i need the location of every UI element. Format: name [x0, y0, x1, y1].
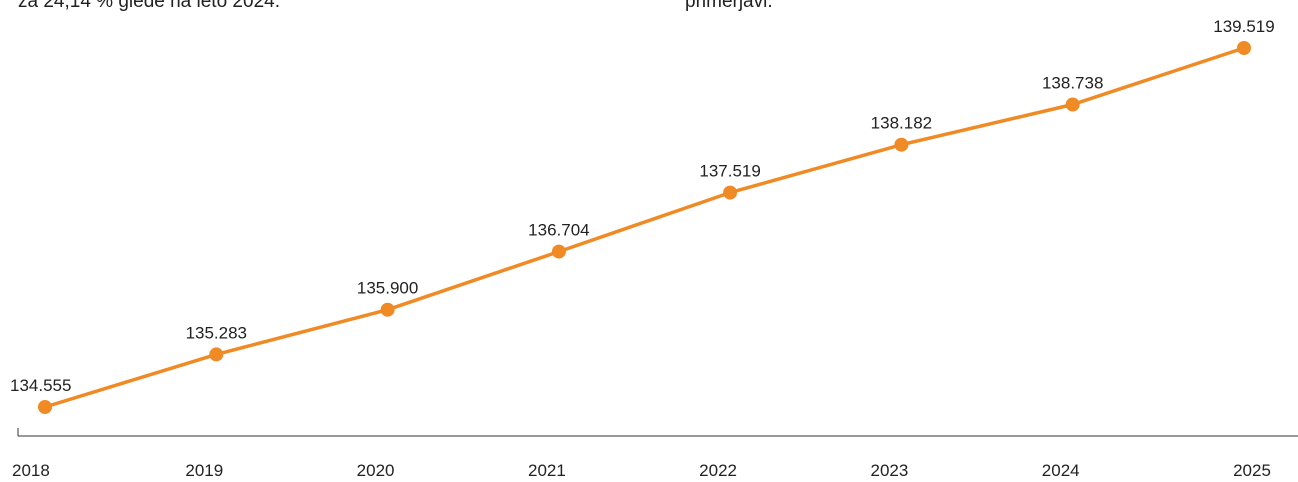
x-tick-label-2020: 2020 — [357, 461, 395, 480]
series-line — [43, 46, 1246, 409]
intro-text-left: za 24,14 % glede na leto 2024. — [18, 0, 280, 12]
data-point-2018 — [38, 400, 52, 414]
x-tick-label-2024: 2024 — [1042, 461, 1080, 480]
data-label-2023: 138.182 — [871, 114, 932, 133]
series-layer — [38, 41, 1251, 414]
data-point-2022 — [723, 185, 738, 200]
intro-text-right: primerjavi. — [685, 0, 773, 12]
data-point-2023 — [894, 137, 909, 152]
x-tick-label-2022: 2022 — [699, 461, 737, 480]
data-point-2019 — [209, 347, 224, 362]
data-label-2018: 134.555 — [10, 376, 71, 395]
data-point-2024 — [1065, 97, 1080, 112]
x-tick-label-2019: 2019 — [185, 461, 223, 480]
x-tick-label-2021: 2021 — [528, 461, 566, 480]
data-label-2019: 135.283 — [186, 323, 247, 342]
x-tick-label-2023: 2023 — [870, 461, 908, 480]
x-tick-label-2025: 2025 — [1233, 461, 1271, 480]
data-point-2021 — [551, 244, 566, 259]
data-label-2022: 137.519 — [699, 162, 760, 181]
data-point-2020 — [380, 302, 395, 317]
data-labels-layer: 134.555 135.283 135.900 136.704 137.519 138.1… — [10, 17, 1275, 395]
data-point-2025 — [1237, 41, 1251, 55]
data-label-2021: 136.704 — [528, 221, 589, 240]
x-tick-label-2018: 2018 — [12, 461, 50, 480]
data-label-2024: 138.738 — [1042, 74, 1103, 93]
x-tick-labels-layer: 2018 2019 2020 2021 2022 2023 2024 2025 — [12, 461, 1271, 480]
data-label-2025: 139.519 — [1213, 17, 1274, 36]
data-label-2020: 135.900 — [357, 279, 418, 298]
